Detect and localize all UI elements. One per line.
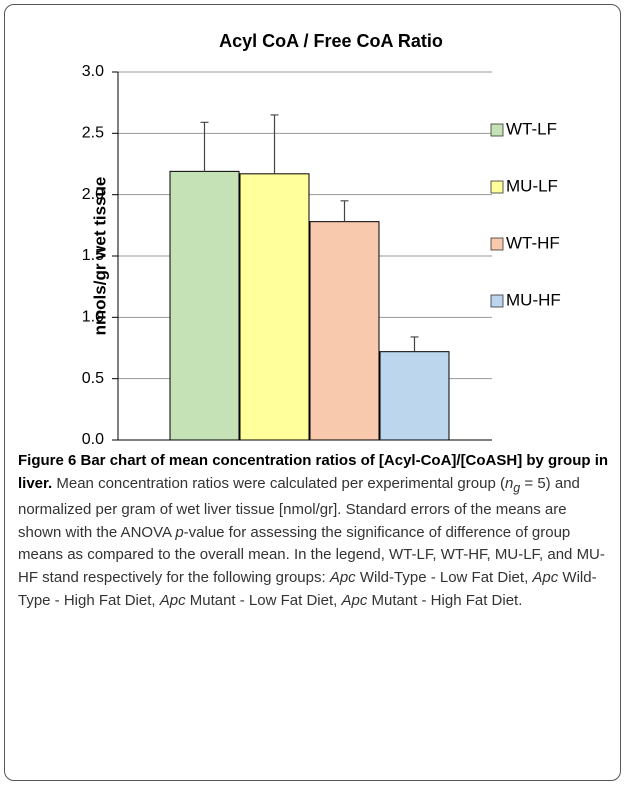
error-bar xyxy=(200,121,209,172)
y-tick-label: 3.0 xyxy=(82,63,104,80)
error-bar xyxy=(270,114,279,174)
caption-text: = 5) and normalized per gram of wet live… xyxy=(18,474,580,541)
bar xyxy=(309,221,380,441)
legend-label: MU-LF xyxy=(506,176,558,195)
bar xyxy=(239,173,310,441)
y-axis-label: nmols/gr wet tissue xyxy=(90,177,109,336)
y-tick-label: 2.0 xyxy=(82,186,104,203)
legend-label: WT-HF xyxy=(506,233,560,252)
caption-italic: n xyxy=(504,474,514,492)
y-tick-label: 1.5 xyxy=(82,247,104,264)
caption-text: Mutant - Low Fat Diet, xyxy=(185,591,342,609)
caption-text: -value for assessing the significance of… xyxy=(18,523,605,586)
legend-swatch xyxy=(490,237,504,251)
chart: Acyl CoA / Free CoA Ratio nmols/gr wet t… xyxy=(82,31,561,445)
caption-italic: p xyxy=(175,523,184,541)
caption-text: Mean concentration ratios were calculate… xyxy=(56,474,505,492)
caption-italic: Apc xyxy=(329,568,356,586)
error-bar xyxy=(340,200,349,222)
caption-italic: Apc xyxy=(532,568,559,586)
legend-label: MU-HF xyxy=(506,290,561,309)
legend-label: WT-LF xyxy=(506,119,557,138)
caption-subscript: g xyxy=(513,480,521,495)
bar xyxy=(169,170,240,441)
y-tick-label: 0.0 xyxy=(82,431,104,445)
caption-italic: Apc xyxy=(341,591,368,609)
caption-title: Figure 6 Bar chart of mean concentration… xyxy=(18,452,609,492)
caption-text: Wild-Type - High Fat Diet, xyxy=(18,568,597,609)
legend-swatch xyxy=(490,180,504,194)
y-tick-label: 2.5 xyxy=(82,125,104,142)
legend-swatch xyxy=(490,294,504,308)
y-tick-label: 1.0 xyxy=(82,309,104,326)
error-bar xyxy=(410,336,419,352)
caption-text: Mutant - High Fat Diet. xyxy=(367,591,523,609)
y-tick-label: 0.5 xyxy=(82,370,104,387)
caption: Figure 6 Bar chart of mean concentration… xyxy=(18,450,614,612)
caption-italic: Apc xyxy=(159,591,186,609)
figure-frame xyxy=(4,4,621,781)
chart-title: Acyl CoA / Free CoA Ratio xyxy=(219,31,443,51)
bar xyxy=(379,351,450,441)
legend-swatch xyxy=(490,123,504,137)
caption-text: Wild-Type - Low Fat Diet, xyxy=(355,568,533,586)
